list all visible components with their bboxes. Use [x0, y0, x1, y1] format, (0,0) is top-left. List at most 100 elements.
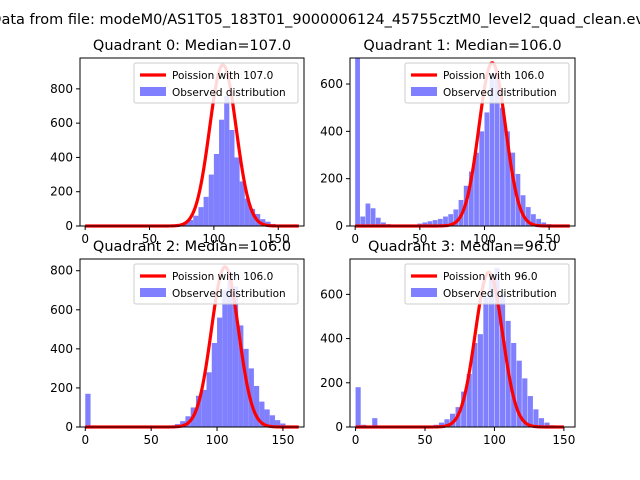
- quadrant-1-title: Quadrant 1: Median=106.0: [363, 38, 561, 54]
- quadrant-3-title: Quadrant 3: Median=96.0: [368, 239, 557, 255]
- legend-patch-swatch: [411, 288, 437, 297]
- x-tick-label: 100: [473, 232, 496, 246]
- y-tick-label: 800: [50, 264, 73, 278]
- subplot-grid: 0 50 100 150 0 200 400 600 800 Quadrant 0: Median…: [50, 38, 576, 447]
- legend-label-observed: Observed distribution: [172, 288, 286, 300]
- histogram-bar: [479, 131, 485, 226]
- histogram-bar: [355, 387, 361, 427]
- histogram-bar: [466, 373, 472, 427]
- histogram-bar: [244, 198, 250, 226]
- histogram-bar: [472, 343, 478, 427]
- y-tick-label: 400: [320, 332, 343, 346]
- histogram-bar: [443, 216, 448, 226]
- histogram-bar: [264, 409, 270, 427]
- histogram-bar: [520, 195, 526, 226]
- y-tick-label: 600: [50, 303, 73, 317]
- histogram-bar: [488, 274, 495, 427]
- histogram-bar: [219, 119, 225, 226]
- quadrant-3-panel: 0 50 100 150 0 200 400 600 Quadrant 3: Median=96…: [320, 239, 576, 447]
- legend-label-observed: Observed distribution: [172, 87, 286, 99]
- histogram-bar: [234, 157, 240, 226]
- histogram-bar: [227, 272, 233, 427]
- histogram-bar: [188, 220, 194, 226]
- quadrant-2-panel: 0 50 100 150 0 200 400 600 800 Quadrant 2: Median…: [50, 239, 305, 447]
- histogram-bar: [427, 221, 433, 226]
- quadrant-0-title: Quadrant 0: Median=107.0: [93, 38, 291, 54]
- legend-patch-swatch: [140, 87, 166, 96]
- histogram-bar: [468, 171, 474, 226]
- quadrant-1-legend: Poission with 106.0 Observed distribution: [404, 62, 570, 104]
- histogram-bar: [477, 334, 483, 427]
- histogram-bar: [224, 95, 230, 226]
- x-tick-label: 150: [271, 433, 294, 447]
- x-tick-label: 150: [267, 232, 290, 246]
- legend-patch-swatch: [140, 288, 166, 297]
- histogram-bar: [437, 218, 443, 226]
- legend-box: [133, 62, 299, 104]
- y-tick-label: 200: [320, 376, 343, 390]
- x-tick-label: 150: [552, 433, 575, 447]
- axes-frame: [79, 258, 305, 428]
- histogram-bar: [516, 360, 522, 427]
- histogram-bar: [483, 296, 489, 427]
- histogram-bar: [222, 290, 228, 427]
- histogram-bar: [243, 348, 249, 427]
- x-tick-label: 50: [144, 433, 159, 447]
- histogram-bar: [511, 343, 517, 427]
- legend-label-poisson: Poission with 106.0: [443, 70, 544, 82]
- x-tick-label: 100: [202, 232, 225, 246]
- y-tick-label: 400: [320, 124, 343, 138]
- histogram-bar: [269, 415, 276, 427]
- histogram-bar: [249, 208, 256, 226]
- y-tick-label: 400: [50, 342, 73, 356]
- histogram-bar: [360, 216, 366, 226]
- histogram-bar: [239, 181, 245, 226]
- histogram-bar: [370, 208, 376, 226]
- histogram-bar: [525, 207, 531, 226]
- histogram-bar: [450, 413, 456, 427]
- quadrant-1-histogram: [355, 58, 552, 226]
- histogram-bar: [203, 196, 209, 226]
- y-tick-label: 0: [335, 219, 343, 233]
- histogram-bar: [198, 207, 204, 226]
- legend-box: [404, 263, 570, 305]
- histogram-bar: [275, 420, 281, 427]
- histogram-bar: [381, 222, 386, 226]
- histogram-bar: [536, 218, 541, 226]
- histogram-bar: [494, 79, 500, 226]
- legend-patch-swatch: [411, 87, 437, 96]
- histogram-bar: [211, 343, 218, 427]
- histogram-bar: [253, 385, 260, 427]
- quadrant-0-panel: 0 50 100 150 0 200 400 600 800 Quadrant 0: Median…: [50, 38, 305, 246]
- histogram-bar: [505, 131, 510, 226]
- quadrant-3-histogram: [355, 267, 556, 427]
- y-tick-label: 600: [50, 116, 73, 130]
- y-tick-label: 400: [50, 150, 73, 164]
- histogram-bar: [494, 267, 500, 427]
- histogram-bar: [232, 286, 239, 427]
- legend-label-poisson: Poission with 106.0: [172, 271, 273, 283]
- histogram-bar: [422, 222, 428, 226]
- quadrant-2-legend: Poission with 106.0 Observed distribution: [133, 263, 299, 305]
- x-tick-label: 150: [538, 232, 561, 246]
- y-tick-label: 200: [320, 172, 343, 186]
- histogram-bar: [432, 220, 438, 226]
- x-tick-label: 50: [417, 433, 432, 447]
- y-tick-label: 0: [65, 420, 73, 434]
- histogram-bar: [484, 112, 490, 226]
- y-tick-label: 0: [65, 219, 73, 233]
- histogram-bar: [522, 378, 528, 427]
- histogram-bar: [438, 422, 445, 427]
- histogram-bar: [538, 418, 545, 427]
- histogram-bar: [193, 215, 199, 226]
- histogram-bar: [448, 214, 454, 226]
- histogram-bar: [510, 152, 516, 226]
- legend-label-poisson: Poission with 96.0: [443, 271, 538, 283]
- y-tick-label: 200: [50, 185, 73, 199]
- histogram-bar: [355, 58, 360, 226]
- histogram-bar: [453, 209, 459, 226]
- y-tick-label: 200: [50, 381, 73, 395]
- y-tick-label: 800: [50, 82, 73, 96]
- histogram-bar: [201, 389, 207, 427]
